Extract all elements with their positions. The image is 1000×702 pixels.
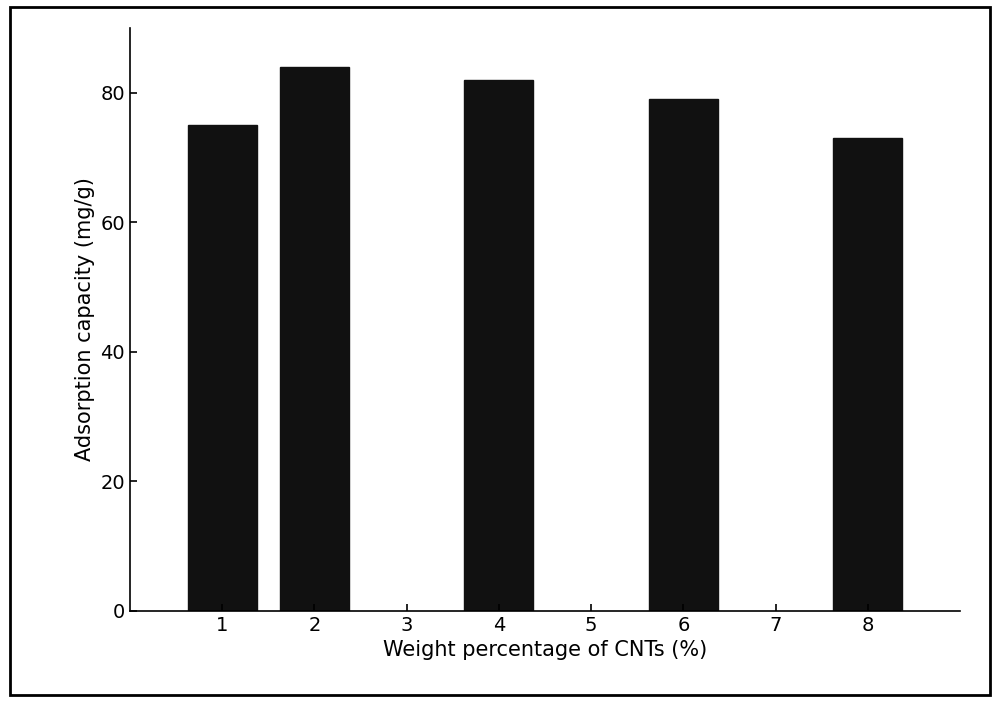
Bar [649,99,718,611]
Bar [464,80,533,611]
Bar [833,138,902,611]
Y-axis label: Adsorption capacity (mg/g): Adsorption capacity (mg/g) [75,178,95,461]
Bar [188,125,257,611]
X-axis label: Weight percentage of CNTs (%): Weight percentage of CNTs (%) [383,640,707,660]
Bar [280,67,349,611]
